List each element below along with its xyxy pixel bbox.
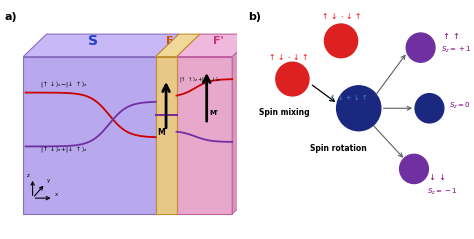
Text: M': M'	[209, 110, 218, 116]
Circle shape	[400, 154, 428, 184]
Circle shape	[276, 62, 309, 96]
Text: $\uparrow\downarrow\cdot\downarrow\uparrow$: $\uparrow\downarrow\cdot\downarrow\uparr…	[267, 52, 309, 62]
Polygon shape	[176, 57, 232, 214]
Text: S: S	[88, 34, 98, 48]
Circle shape	[337, 86, 381, 131]
Circle shape	[325, 24, 357, 58]
Text: Spin rotation: Spin rotation	[310, 144, 367, 153]
Polygon shape	[176, 34, 255, 57]
Text: $\uparrow\downarrow+\downarrow\uparrow$: $\uparrow\downarrow+\downarrow\uparrow$	[328, 92, 368, 102]
Text: x: x	[55, 192, 58, 197]
Circle shape	[406, 33, 435, 62]
Text: F': F'	[213, 36, 224, 46]
Text: $|\!\uparrow\uparrow\rangle_z\!+\!|\!\downarrow\downarrow\rangle_z$: $|\!\uparrow\uparrow\rangle_z\!+\!|\!\do…	[179, 75, 221, 84]
Text: z: z	[27, 173, 30, 178]
Polygon shape	[232, 34, 255, 214]
Polygon shape	[155, 57, 176, 214]
Text: Spin mixing: Spin mixing	[259, 108, 310, 117]
Text: F: F	[166, 36, 173, 46]
Circle shape	[415, 94, 444, 123]
Polygon shape	[155, 34, 200, 57]
Text: $S_z=+1$: $S_z=+1$	[440, 45, 471, 55]
Text: $\uparrow\downarrow\cdot\downarrow\uparrow$: $\uparrow\downarrow\cdot\downarrow\uparr…	[320, 11, 362, 21]
Text: $S_z=-1$: $S_z=-1$	[427, 187, 457, 197]
Text: $|\!\uparrow\downarrow\rangle_x\!-\!|\!\downarrow\uparrow\rangle_x$: $|\!\uparrow\downarrow\rangle_x\!-\!|\!\…	[39, 79, 88, 89]
Text: M: M	[157, 128, 164, 137]
Text: b): b)	[248, 12, 261, 22]
Text: a): a)	[5, 12, 18, 22]
Text: y: y	[46, 178, 50, 183]
Polygon shape	[23, 57, 155, 214]
Text: $|\!\uparrow\downarrow\rangle_x\!+\!|\!\downarrow\uparrow\rangle_x$: $|\!\uparrow\downarrow\rangle_x\!+\!|\!\…	[39, 144, 88, 154]
Polygon shape	[23, 34, 179, 57]
Text: $\uparrow\uparrow$: $\uparrow\uparrow$	[440, 31, 460, 41]
Text: $\downarrow\downarrow$: $\downarrow\downarrow$	[427, 172, 447, 182]
Text: $S_z=0$: $S_z=0$	[449, 101, 471, 111]
